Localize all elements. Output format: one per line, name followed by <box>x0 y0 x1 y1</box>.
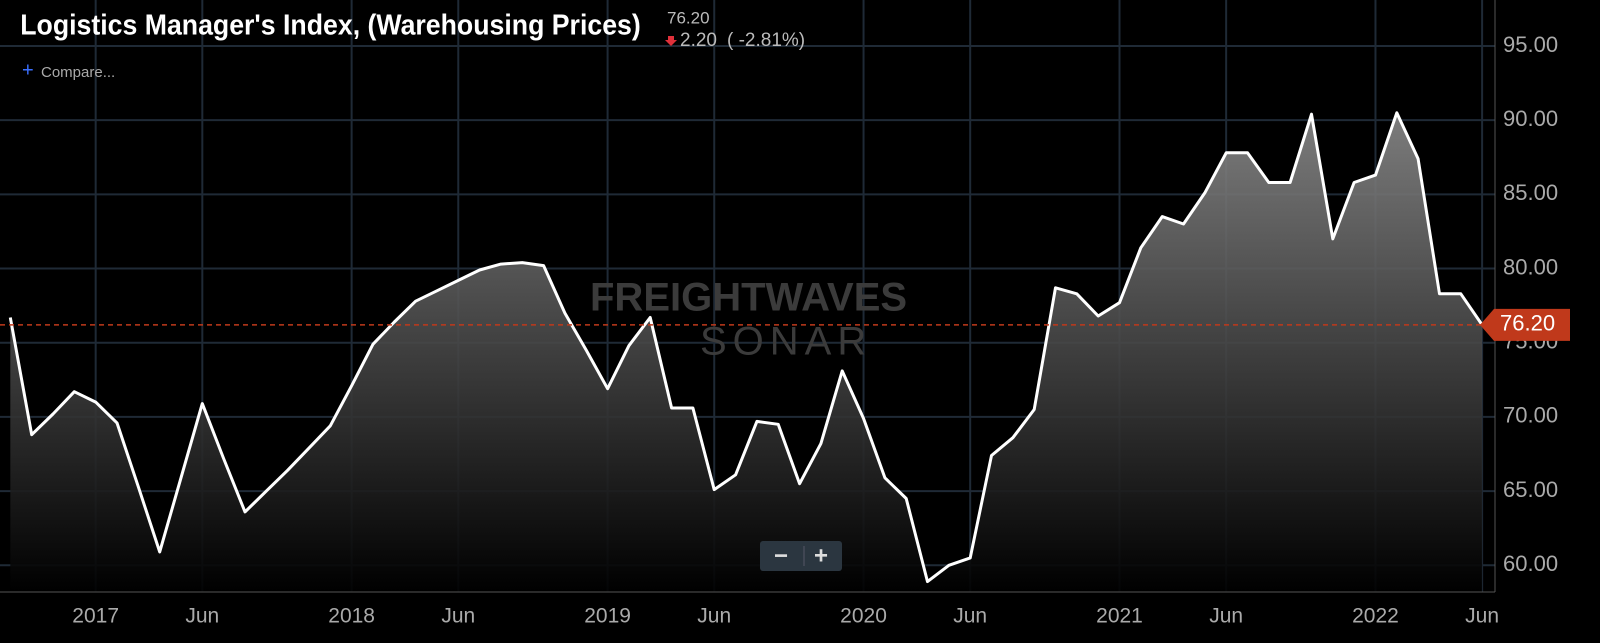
chart-title: Logistics Manager's Index, (Warehousing … <box>20 9 641 41</box>
watermark: SONAR <box>700 320 872 364</box>
area-fill <box>10 112 1483 593</box>
y-tick-label: 90.00 <box>1503 106 1558 131</box>
y-tick-label: 70.00 <box>1503 403 1558 428</box>
x-tick-label: 2022 <box>1352 605 1399 628</box>
x-tick-label: Jun <box>441 605 475 628</box>
zoom-controls <box>760 541 842 571</box>
x-tick-label: Jun <box>1209 605 1243 628</box>
compare-link[interactable]: Compare... <box>41 64 115 81</box>
x-tick-label: Jun <box>1465 605 1499 628</box>
watermark: FREIGHTWAVES <box>590 276 907 320</box>
line <box>8 111 1484 584</box>
header-last: 76.20 <box>667 8 710 27</box>
x-tick-label: 2017 <box>72 605 119 628</box>
last-value-label: 76.20 <box>1500 311 1555 336</box>
y-tick-label: 80.00 <box>1503 254 1558 279</box>
x-tick-label: Jun <box>953 605 987 628</box>
down-arrow <box>665 36 677 46</box>
header-change: 2.20 <box>680 30 717 51</box>
y-tick-label: 85.00 <box>1503 180 1558 205</box>
header-change-pct: ( -2.81%) <box>727 30 805 51</box>
y-tick-label: 60.00 <box>1503 551 1558 576</box>
x-tick-label: 2019 <box>584 605 631 628</box>
zoom-out[interactable]: − <box>774 542 788 569</box>
y-tick-label: 65.00 <box>1503 477 1558 502</box>
last-value-badge <box>1480 308 1570 341</box>
x-tick-label: Jun <box>185 605 219 628</box>
compare-plus[interactable]: + <box>22 59 34 81</box>
x-tick-label: 2021 <box>1096 605 1143 628</box>
x-tick-label: 2020 <box>840 605 887 628</box>
x-tick-label: Jun <box>697 605 731 628</box>
zoom-in[interactable]: + <box>814 542 828 569</box>
x-tick-label: 2018 <box>328 605 375 628</box>
y-tick-label: 95.00 <box>1503 32 1558 57</box>
